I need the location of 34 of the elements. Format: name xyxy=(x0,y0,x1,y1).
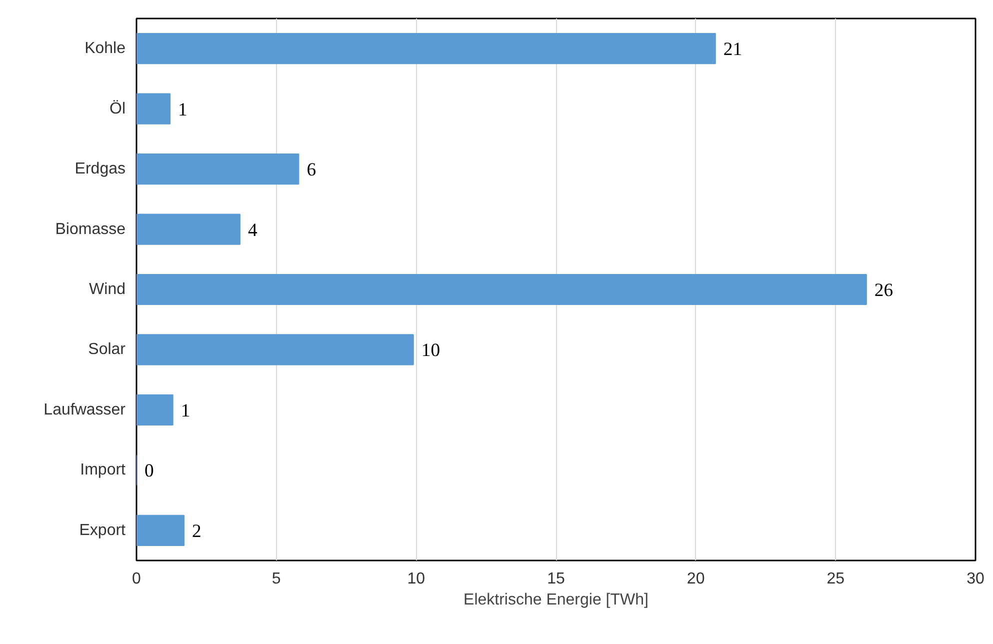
x-tick-label: 30 xyxy=(966,570,984,588)
x-tick-label: 0 xyxy=(132,570,142,588)
data-label: 4 xyxy=(248,220,258,241)
data-label: 1 xyxy=(178,99,188,120)
bar xyxy=(136,334,414,366)
x-tick-label: 20 xyxy=(686,570,705,588)
bar xyxy=(136,33,716,64)
y-tick-label: Import xyxy=(80,462,126,479)
x-tick-label: 5 xyxy=(272,570,281,588)
x-tick-label: 15 xyxy=(547,570,565,588)
x-tick-label: 10 xyxy=(407,570,426,588)
y-tick-label: Solar xyxy=(88,341,126,358)
bar xyxy=(136,93,171,124)
bar xyxy=(136,394,174,426)
data-label: 1 xyxy=(180,400,190,422)
y-tick-label: Öl xyxy=(110,99,126,118)
data-label: 2 xyxy=(192,520,202,542)
data-label: 21 xyxy=(723,39,742,60)
data-label: 26 xyxy=(874,280,894,301)
bar xyxy=(136,514,185,546)
y-tick-label: Biomasse xyxy=(55,220,126,238)
bar xyxy=(136,154,300,185)
y-tick-label: Laufwasser xyxy=(44,401,126,418)
data-label: 6 xyxy=(306,160,316,181)
y-tick-label: Export xyxy=(79,522,126,539)
bar xyxy=(136,214,240,245)
x-axis-title: Elektrische Energie [TWh] xyxy=(464,592,648,608)
bar xyxy=(136,274,867,306)
y-tick-label: Wind xyxy=(89,281,126,298)
data-label: 10 xyxy=(421,340,440,362)
data-label: 0 xyxy=(144,460,154,482)
y-tick-label: Erdgas xyxy=(74,160,126,178)
y-tick-label: Kohle xyxy=(84,40,126,58)
x-tick-label: 25 xyxy=(826,570,845,588)
